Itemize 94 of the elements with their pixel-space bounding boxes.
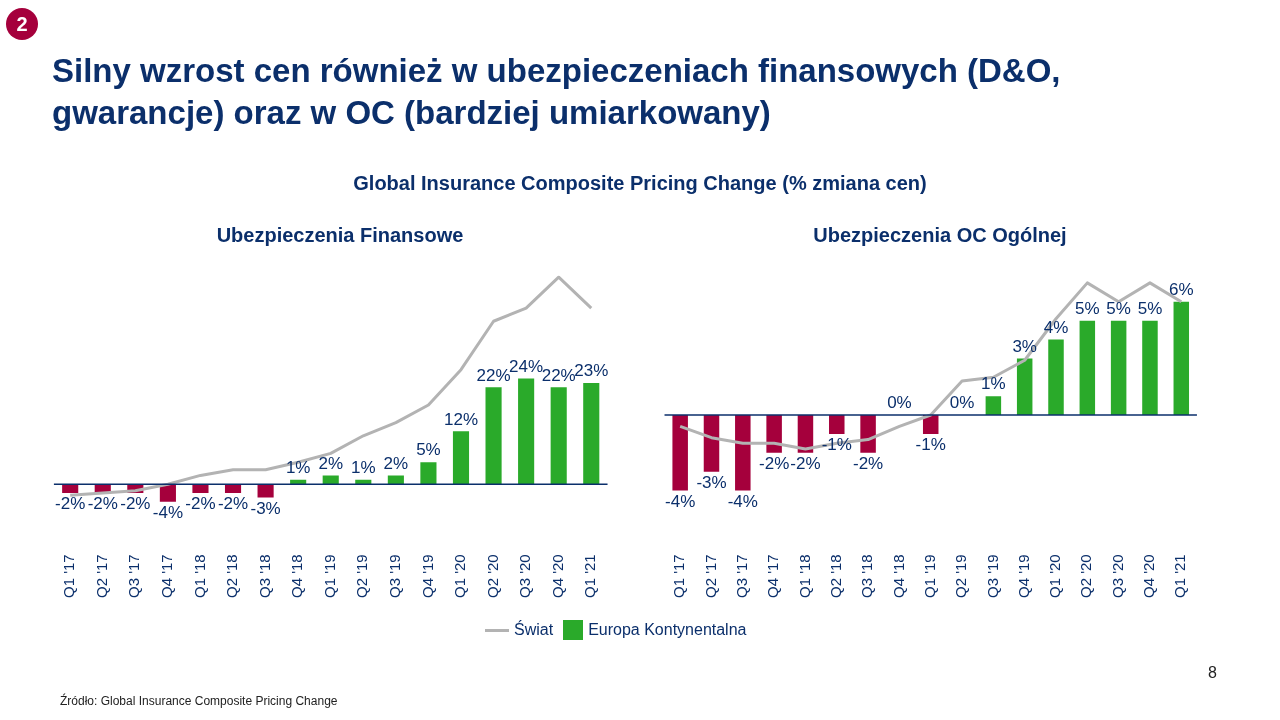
x-tick-label: Q1 '17 — [60, 554, 78, 599]
chart-title: Ubezpieczenia Finansowe — [215, 224, 465, 248]
data-label: -4% — [727, 491, 758, 511]
data-label: 2% — [383, 453, 409, 473]
bar — [985, 396, 1002, 416]
x-tick-label: Q1 '17 — [670, 554, 688, 599]
bar — [1110, 320, 1127, 416]
x-tick-label: Q3 '19 — [983, 554, 1001, 599]
x-tick-label: Q3 '18 — [255, 554, 273, 599]
data-label: -2% — [87, 494, 118, 514]
data-label: 0% — [949, 393, 975, 413]
bar — [485, 387, 502, 485]
data-label: -1% — [821, 435, 852, 455]
data-label: 0% — [887, 393, 912, 413]
bar — [420, 462, 437, 485]
x-tick-label: Q1 '21 — [581, 554, 599, 599]
text: Silny wzrost cen również w ubezpieczeniach finansowych (D&O, gwarancje) oraz w OC (bardziej umiarkowany) — [52, 51, 1062, 133]
bar — [1016, 358, 1033, 416]
x-tick-label: Q2 '19 — [952, 554, 970, 599]
data-label: 23% — [574, 361, 609, 381]
text: Global Insurance Composite Pricing Change (% zmiana cen) — [352, 172, 928, 195]
data-label: 24% — [509, 356, 544, 376]
x-tick-label: Q1 '19 — [320, 554, 338, 599]
legend-label: Europa Kontynentalna — [587, 620, 747, 640]
bar — [1048, 339, 1064, 416]
x-tick-label: Q4 '18 — [889, 554, 907, 599]
x-tick-label: Q3 '17 — [125, 554, 143, 599]
text: 8 — [1208, 664, 1217, 682]
x-tick-label: Q3 '19 — [386, 554, 403, 599]
data-label: -2% — [759, 453, 790, 473]
x-tick-label: Q1 '18 — [190, 554, 208, 599]
data-label: -2% — [217, 494, 249, 514]
x-tick-label: Q4 '17 — [158, 554, 176, 599]
x-tick-label: Q2 '17 — [92, 554, 110, 599]
x-tick-label: Q1 '21 — [1171, 554, 1189, 599]
text: Źródło: Global Insurance Composite Pricing Change — [60, 694, 338, 708]
data-label: 1% — [351, 458, 376, 478]
x-tick-label: Q4 '18 — [288, 554, 306, 599]
x-tick-label: Q2 '20 — [483, 554, 501, 599]
data-label: 5% — [1075, 298, 1100, 318]
data-label: 5% — [416, 440, 441, 460]
x-tick-label: Q4 '20 — [1140, 554, 1158, 599]
x-tick-label: Q2 '20 — [1077, 554, 1095, 599]
data-label: 22% — [476, 365, 511, 385]
data-label: -3% — [250, 498, 281, 518]
bar — [1173, 301, 1190, 416]
data-label: -2% — [790, 453, 821, 473]
data-label: 5% — [1106, 298, 1131, 318]
data-label: 3% — [1012, 336, 1037, 356]
chart-title: Ubezpieczenia OC Ogólnej — [812, 224, 1068, 248]
data-label: -2% — [185, 494, 216, 514]
x-tick-label: Q3 '20 — [516, 554, 534, 599]
bar — [452, 431, 470, 485]
data-label: -2% — [852, 453, 884, 473]
legend-label: Świat — [513, 621, 554, 639]
bar — [257, 484, 274, 498]
data-label: -2% — [55, 494, 86, 514]
text: 2 — [6, 8, 38, 40]
x-tick-label: Q4 '19 — [418, 554, 436, 599]
data-label: 4% — [1043, 317, 1069, 337]
x-tick-label: Q4 '19 — [1014, 554, 1032, 599]
bar — [518, 378, 535, 485]
bar — [735, 415, 751, 491]
data-label: -3% — [696, 472, 727, 492]
x-tick-label: Q3 '20 — [1108, 554, 1126, 599]
x-tick-label: Q3 '18 — [858, 554, 876, 599]
x-tick-label: Q2 '18 — [223, 554, 241, 599]
bar — [550, 387, 567, 485]
bar — [583, 382, 600, 485]
x-tick-label: Q2 '17 — [701, 554, 719, 599]
data-label: 1% — [981, 374, 1006, 394]
data-label: -4% — [665, 491, 696, 511]
bar — [703, 415, 720, 472]
bar — [1142, 320, 1158, 416]
x-tick-label: Q2 '19 — [353, 554, 371, 599]
bar — [1079, 320, 1096, 416]
x-tick-label: Q1 '20 — [451, 554, 469, 599]
x-tick-label: Q1 '19 — [920, 554, 938, 599]
x-tick-label: Q1 '20 — [1046, 554, 1064, 599]
data-label: 6% — [1168, 279, 1194, 299]
data-label: -4% — [152, 503, 184, 523]
bar — [672, 415, 688, 491]
data-label: 2% — [318, 453, 344, 473]
bar — [829, 415, 845, 434]
x-tick-label: Q3 '17 — [732, 554, 750, 599]
x-tick-label: Q2 '18 — [826, 554, 844, 599]
data-label: -1% — [915, 435, 946, 455]
x-tick-label: Q1 '18 — [795, 554, 813, 599]
x-tick-label: Q4 '20 — [548, 554, 566, 599]
data-label: 12% — [443, 409, 479, 429]
data-label: -2% — [120, 494, 151, 514]
data-label: 1% — [285, 458, 311, 478]
data-label: 5% — [1137, 298, 1163, 318]
x-tick-label: Q4 '17 — [764, 554, 782, 599]
